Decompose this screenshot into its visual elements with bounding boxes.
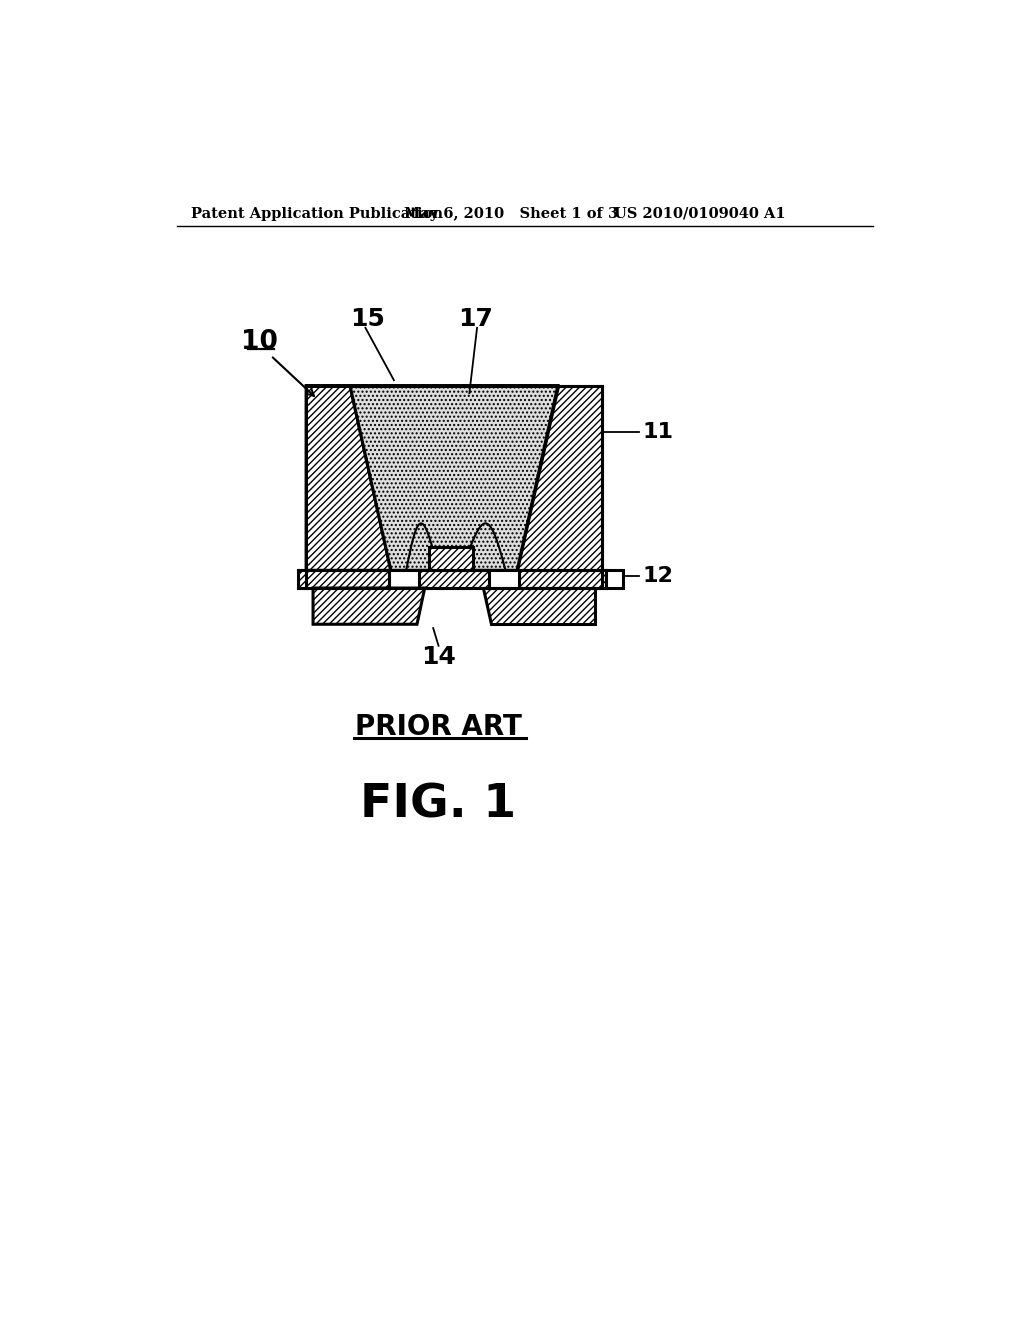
- Polygon shape: [306, 385, 391, 570]
- Text: PRIOR ART: PRIOR ART: [355, 713, 522, 741]
- Polygon shape: [519, 570, 606, 589]
- Text: May 6, 2010   Sheet 1 of 3: May 6, 2010 Sheet 1 of 3: [403, 207, 618, 220]
- Text: 15: 15: [350, 306, 385, 330]
- Polygon shape: [298, 570, 388, 589]
- Text: 14: 14: [421, 645, 456, 669]
- Polygon shape: [419, 570, 489, 589]
- Text: Patent Application Publication: Patent Application Publication: [190, 207, 442, 220]
- Text: US 2010/0109040 A1: US 2010/0109040 A1: [614, 207, 785, 220]
- Text: 12: 12: [643, 566, 674, 586]
- Text: 10: 10: [242, 329, 279, 355]
- Polygon shape: [313, 589, 425, 624]
- Polygon shape: [429, 548, 473, 570]
- Text: FIG. 1: FIG. 1: [360, 783, 517, 828]
- Text: 11: 11: [643, 422, 674, 442]
- Polygon shape: [606, 570, 624, 589]
- Text: 17: 17: [458, 306, 493, 330]
- Polygon shape: [483, 589, 595, 624]
- Polygon shape: [517, 385, 602, 570]
- Polygon shape: [350, 385, 558, 570]
